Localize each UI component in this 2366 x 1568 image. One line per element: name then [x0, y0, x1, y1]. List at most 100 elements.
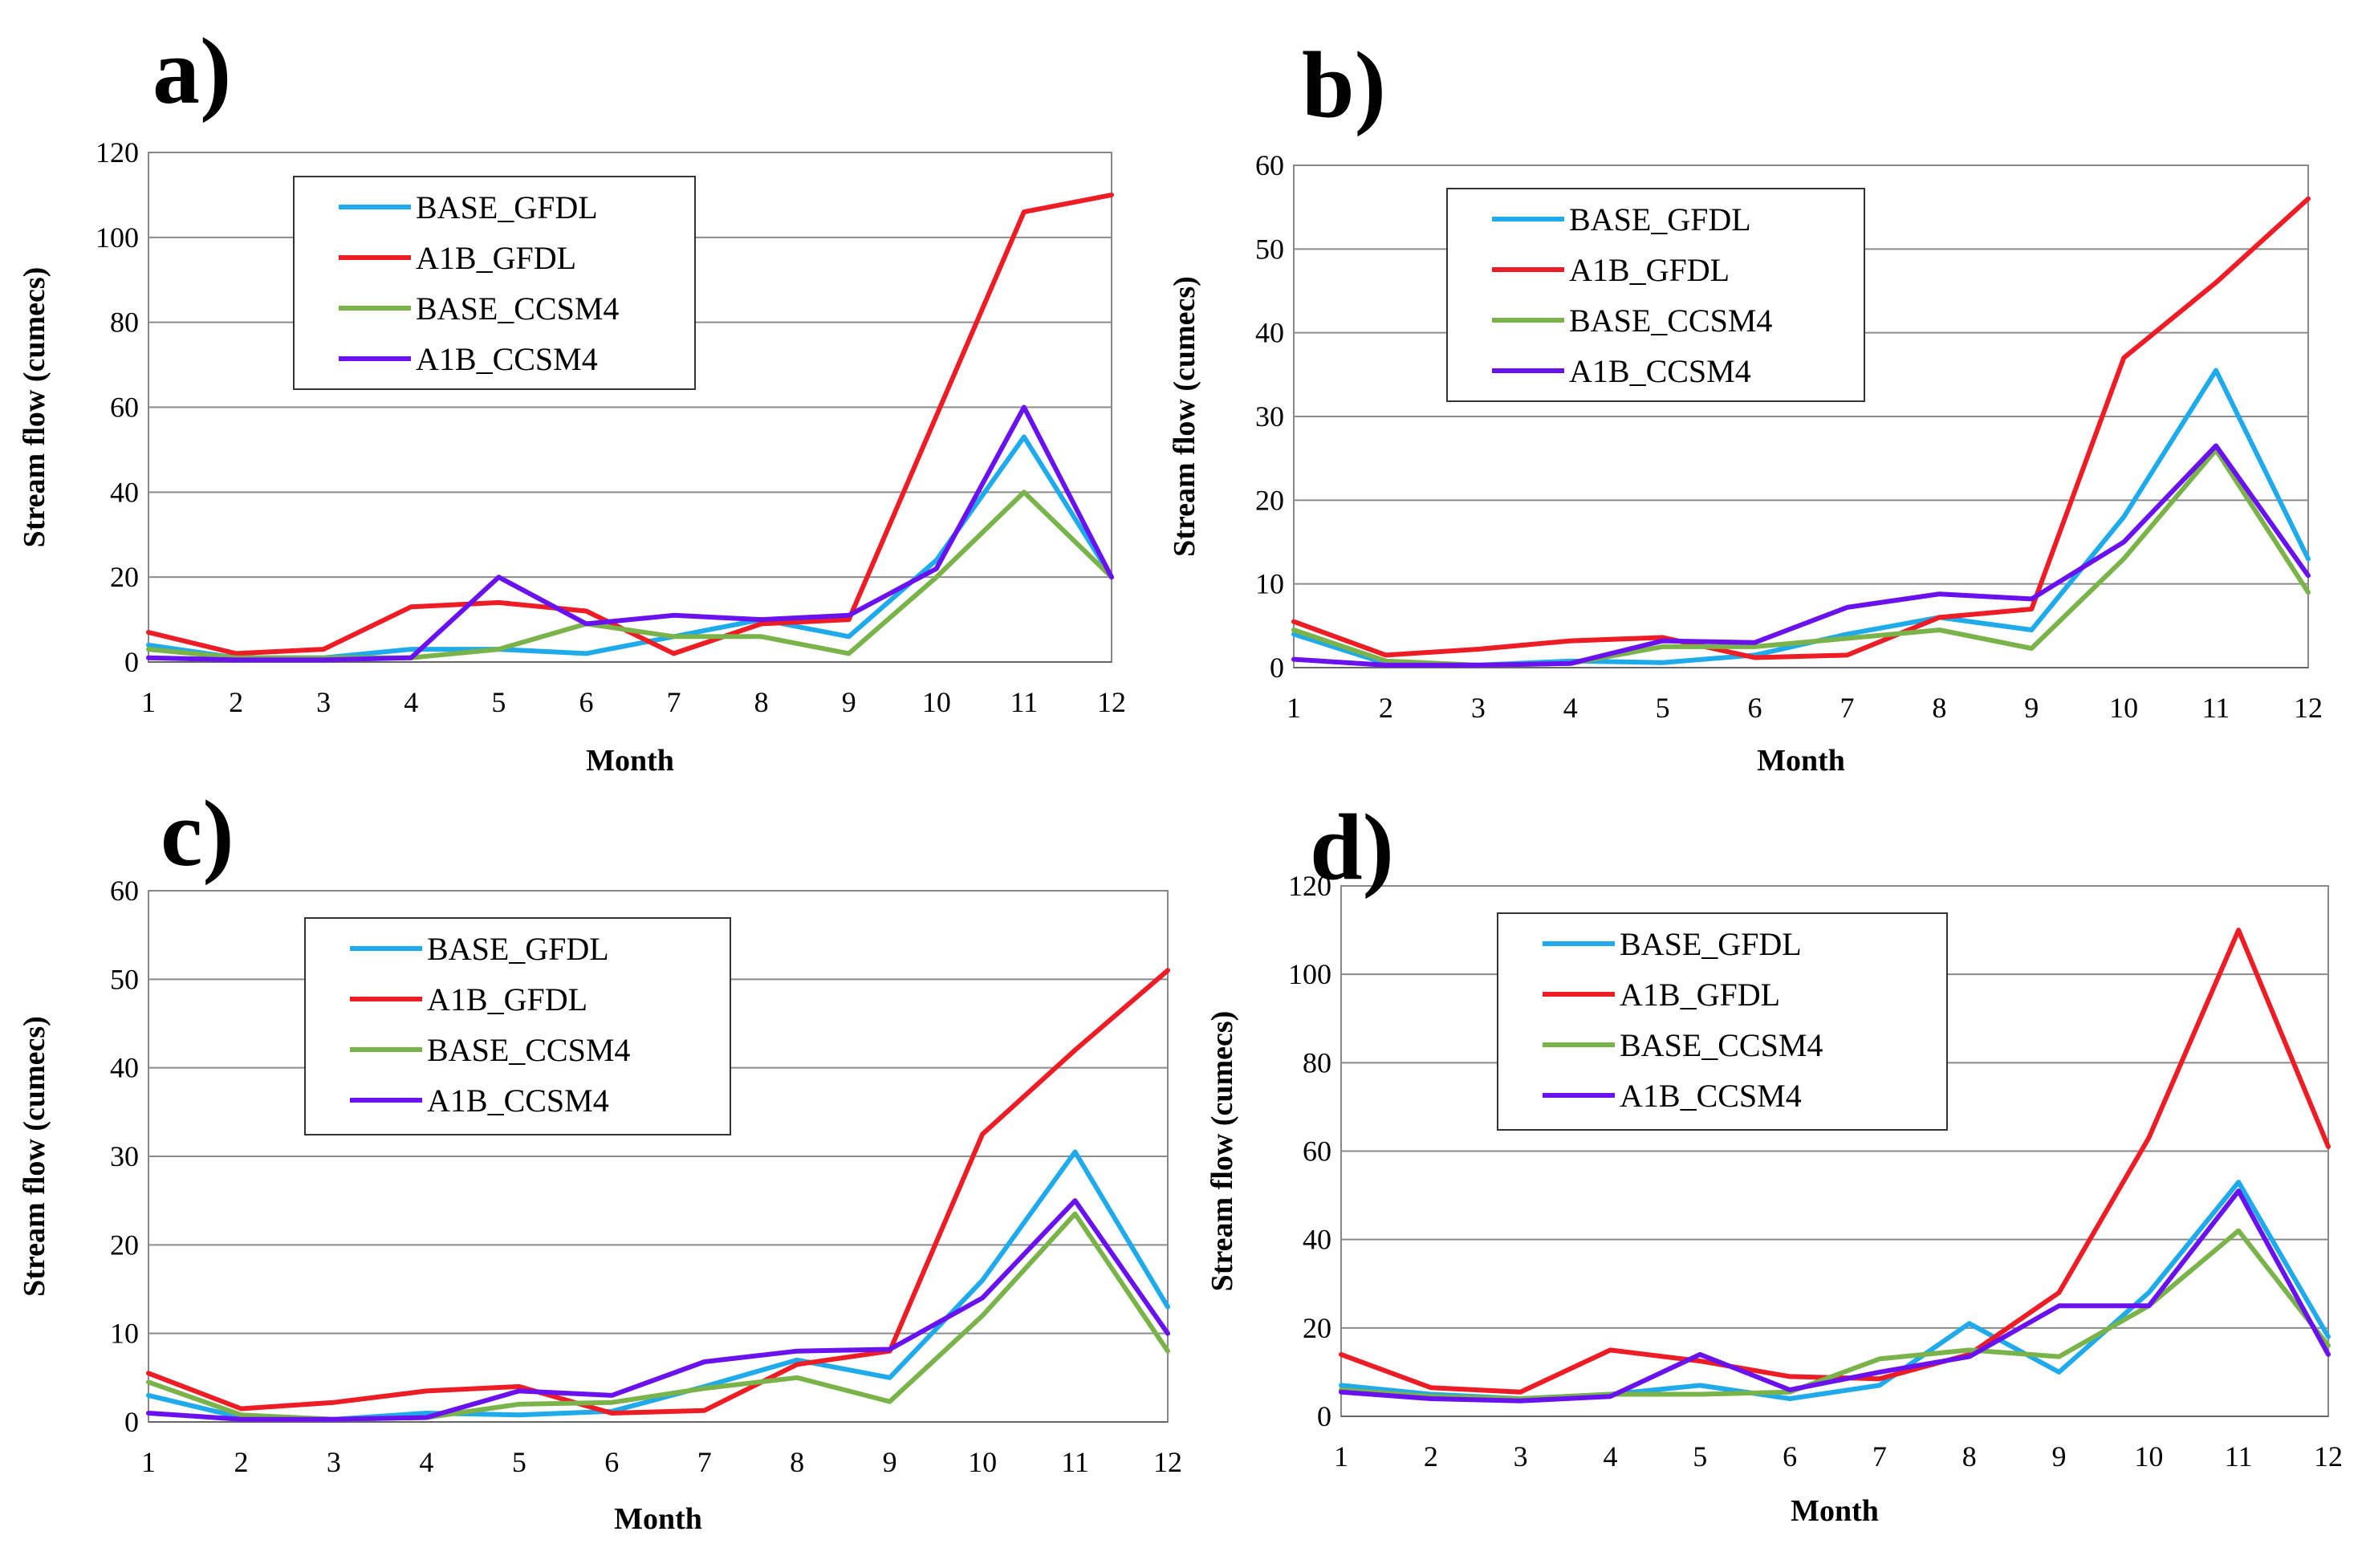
x-tick-label: 5	[1693, 1440, 1707, 1473]
y-axis-title: Stream flow (cumecs)	[1205, 1011, 1239, 1292]
y-axis-title: Stream flow (cumecs)	[18, 267, 51, 548]
legend-label-a1b-ccsm4: A1B_CCSM4	[1569, 353, 1751, 389]
x-tick-label: 12	[2314, 1440, 2343, 1473]
y-tick-label: 40	[110, 476, 139, 508]
y-tick-label: 60	[1255, 149, 1284, 181]
x-tick-label: 9	[842, 686, 856, 718]
x-tick-label: 3	[327, 1446, 341, 1478]
panel-letter: a)	[152, 18, 231, 124]
x-tick-label: 8	[790, 1446, 804, 1478]
x-axis-title: Month	[1757, 744, 1845, 778]
x-tick-label: 11	[1061, 1446, 1089, 1478]
y-tick-label: 40	[1303, 1224, 1331, 1256]
x-tick-label: 4	[1603, 1440, 1617, 1473]
x-tick-label: 7	[1840, 692, 1854, 724]
x-tick-label: 11	[2202, 692, 2230, 724]
x-axis-title: Month	[614, 1502, 702, 1536]
y-tick-label: 40	[110, 1052, 139, 1084]
x-tick-label: 1	[141, 1446, 156, 1478]
legend-box	[293, 176, 696, 390]
legend: BASE_GFDL A1B_GFDL BASE_CCSM4 A1B_CCSM4	[293, 176, 696, 390]
x-tick-label: 3	[1471, 692, 1486, 724]
legend: BASE_GFDL A1B_GFDL BASE_CCSM4 A1B_CCSM4	[304, 917, 731, 1135]
x-tick-label: 11	[2225, 1440, 2253, 1473]
x-tick-label: 2	[229, 686, 243, 718]
x-axis-title: Month	[1791, 1494, 1879, 1528]
y-tick-label: 120	[1288, 870, 1331, 902]
x-tick-label: 2	[1424, 1440, 1438, 1473]
legend-label-base-gfdl: BASE_GFDL	[1569, 201, 1751, 238]
y-tick-label: 20	[110, 561, 139, 593]
legend-label-base-ccsm4: BASE_CCSM4	[1569, 303, 1772, 339]
series-line-a1b-gfdl	[1291, 196, 2311, 660]
y-tick-label: 0	[124, 646, 139, 678]
legend: BASE_GFDL A1B_GFDL BASE_CCSM4 A1B_CCSM4	[1446, 188, 1865, 402]
x-tick-label: 6	[1748, 692, 1762, 724]
legend-label-base-ccsm4: BASE_CCSM4	[427, 1032, 630, 1068]
series-line-a1b-ccsm4	[146, 404, 1114, 663]
y-tick-label: 10	[110, 1318, 139, 1350]
x-tick-label: 4	[1563, 692, 1578, 724]
x-tick-label: 8	[1962, 1440, 1977, 1473]
x-tick-label: 4	[419, 1446, 433, 1478]
y-tick-label: 100	[1288, 958, 1331, 990]
legend-label-base-ccsm4: BASE_CCSM4	[416, 290, 619, 327]
series-line-a1b-gfdl	[146, 968, 1170, 1416]
y-tick-label: 0	[124, 1406, 139, 1438]
x-tick-label: 6	[604, 1446, 619, 1478]
legend-label-a1b-gfdl: A1B_GFDL	[1620, 977, 1780, 1013]
legend-label-a1b-ccsm4: A1B_CCSM4	[427, 1083, 609, 1119]
x-tick-label: 6	[1783, 1440, 1797, 1473]
x-tick-label: 3	[316, 686, 331, 718]
x-tick-label: 11	[1010, 686, 1039, 718]
y-tick-label: 50	[110, 963, 139, 995]
y-tick-label: 120	[96, 136, 139, 169]
x-tick-label: 3	[1514, 1440, 1528, 1473]
x-tick-label: 5	[491, 686, 506, 718]
y-axis-title: Stream flow (cumecs)	[1168, 276, 1201, 557]
y-tick-label: 30	[1255, 400, 1284, 433]
y-tick-label: 0	[1270, 652, 1284, 684]
y-tick-label: 60	[1303, 1135, 1331, 1168]
x-tick-label: 9	[883, 1446, 897, 1478]
legend-box	[1446, 188, 1865, 402]
x-tick-label: 5	[1656, 692, 1670, 724]
series-line-a1b-ccsm4	[1291, 443, 2311, 668]
x-tick-label: 2	[234, 1446, 248, 1478]
y-tick-label: 20	[1255, 484, 1284, 516]
x-tick-label: 10	[968, 1446, 997, 1478]
legend-label-a1b-gfdl: A1B_GFDL	[416, 240, 576, 276]
panel-letter: c)	[161, 781, 234, 886]
y-tick-label: 80	[1303, 1046, 1331, 1079]
x-tick-label: 4	[404, 686, 418, 718]
y-tick-label: 0	[1317, 1400, 1331, 1432]
x-tick-label: 7	[1872, 1440, 1887, 1473]
y-tick-label: 50	[1255, 233, 1284, 265]
x-tick-label: 2	[1379, 692, 1393, 724]
x-tick-label: 10	[2134, 1440, 2163, 1473]
x-tick-label: 12	[2294, 692, 2323, 724]
x-tick-label: 10	[2109, 692, 2138, 724]
series-line-a1b-ccsm4	[146, 1198, 1170, 1422]
legend-label-a1b-gfdl: A1B_GFDL	[427, 981, 587, 1018]
x-axis-title: Month	[586, 744, 674, 778]
legend-label-a1b-ccsm4: A1B_CCSM4	[416, 341, 598, 377]
y-tick-label: 100	[96, 221, 139, 254]
x-tick-label: 7	[667, 686, 681, 718]
x-tick-label: 9	[2052, 1440, 2067, 1473]
y-tick-label: 20	[1303, 1312, 1331, 1344]
y-tick-label: 10	[1255, 568, 1284, 600]
x-tick-label: 5	[512, 1446, 526, 1478]
x-tick-label: 9	[2024, 692, 2039, 724]
legend-label-base-ccsm4: BASE_CCSM4	[1620, 1027, 1823, 1063]
x-tick-label: 1	[1334, 1440, 1348, 1473]
y-tick-label: 60	[110, 392, 139, 424]
panel-letter: b)	[1302, 32, 1386, 137]
y-axis-title: Stream flow (cumecs)	[18, 1016, 51, 1297]
y-tick-label: 60	[110, 875, 139, 907]
legend-label-a1b-gfdl: A1B_GFDL	[1569, 252, 1730, 288]
